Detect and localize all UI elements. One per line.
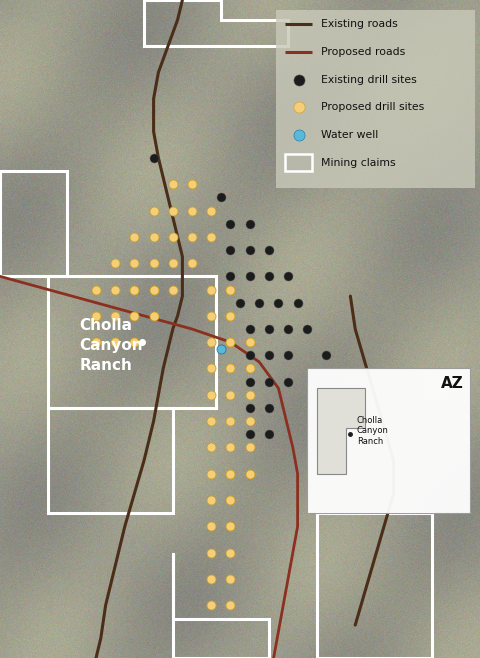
Bar xyxy=(276,10,475,188)
Text: Existing roads: Existing roads xyxy=(321,19,397,30)
Bar xyxy=(307,368,470,513)
Text: Existing drill sites: Existing drill sites xyxy=(321,74,416,85)
Text: Cholla
Canyon
Ranch: Cholla Canyon Ranch xyxy=(79,318,143,372)
Text: Proposed roads: Proposed roads xyxy=(321,47,405,57)
Polygon shape xyxy=(317,388,365,474)
Text: Proposed drill sites: Proposed drill sites xyxy=(321,102,424,113)
Text: AZ: AZ xyxy=(441,376,463,392)
Text: Cholla
Canyon
Ranch: Cholla Canyon Ranch xyxy=(357,416,388,446)
Bar xyxy=(285,154,312,171)
Text: Water well: Water well xyxy=(321,130,378,140)
Text: Mining claims: Mining claims xyxy=(321,157,395,168)
